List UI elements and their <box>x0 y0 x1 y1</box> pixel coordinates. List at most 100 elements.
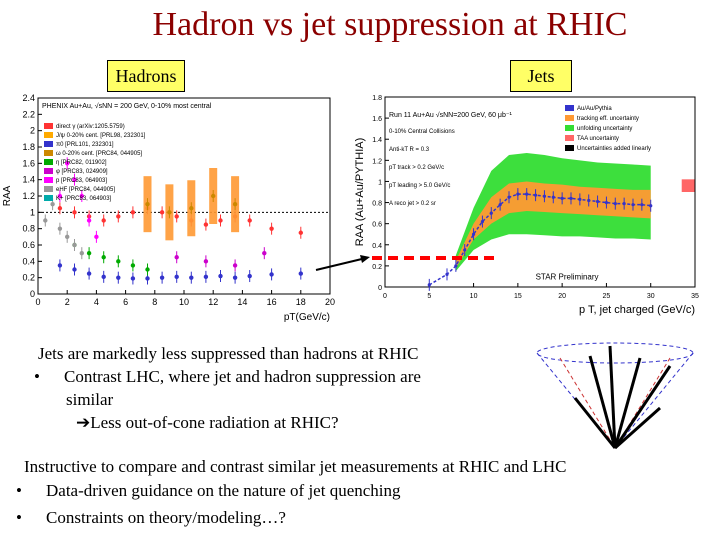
legend-label: ω 0-20% cent. [PRC84, 044905] <box>56 151 142 157</box>
data-point <box>145 201 150 207</box>
plot-frame <box>384 96 696 288</box>
data-point <box>145 267 150 272</box>
y-tick-label: 1.4 <box>22 175 35 185</box>
legend-swatch <box>44 123 53 129</box>
y-axis-label: RAA <box>2 185 13 206</box>
y-tick-label: 2.4 <box>22 93 35 103</box>
data-point <box>130 276 136 281</box>
data-point <box>43 218 48 223</box>
bullet-line-6: • Data-driven guidance on the nature of j… <box>16 480 401 502</box>
annotation: pT leading > 5.0 GeV/c <box>389 183 450 189</box>
data-point <box>189 206 194 211</box>
bullet-dot: • <box>16 508 22 527</box>
data-point <box>569 196 573 200</box>
data-point <box>65 234 70 240</box>
data-point <box>640 203 644 207</box>
data-point <box>551 195 555 199</box>
y-tick-label: 1.2 <box>372 158 382 165</box>
annotation-star-preliminary: STAR Preliminary <box>536 273 599 282</box>
data-point <box>578 197 582 201</box>
data-point <box>560 196 564 200</box>
y-tick-label: 2.2 <box>22 109 35 119</box>
data-point <box>79 193 85 199</box>
bullet-line-4: ➔Less out-of-cone radiation at RHIC? <box>76 412 339 434</box>
bullet-line-2-text: Contrast LHC, where jet and hadron suppr… <box>64 367 421 386</box>
data-point <box>211 193 216 199</box>
data-point <box>232 275 238 280</box>
data-point <box>298 230 303 235</box>
jets-tag: Jets <box>510 60 572 92</box>
bullet-line-4-text: Less out-of-cone radiation at RHIC? <box>90 413 339 432</box>
y-tick-label: 1.6 <box>22 158 35 168</box>
legend-label: tracking eff. uncertainty <box>577 116 639 122</box>
legend-swatch <box>44 141 53 147</box>
legend-swatch <box>565 145 574 151</box>
annotation: A reco jet > 0.2 sr <box>389 201 436 207</box>
data-point <box>130 263 136 268</box>
slide-title: Hadron vs jet suppression at RHIC <box>152 6 628 43</box>
annotation: 0-10% Central Collisions <box>389 129 455 135</box>
data-point <box>72 242 77 248</box>
legend-label: Au/Au/Pythia <box>577 106 612 112</box>
data-point <box>167 210 172 215</box>
data-point <box>218 218 223 223</box>
chart-header: PHENIX Au+Au, √sNN = 200 GeV, 0-10% most… <box>42 102 212 110</box>
legend-swatch <box>44 186 53 192</box>
series-5 <box>57 157 99 243</box>
series-0 <box>57 259 303 285</box>
y-tick-label: 0 <box>378 285 382 292</box>
data-point <box>507 195 511 199</box>
y-tick-label: 1 <box>378 179 382 186</box>
legend-label: Uncertainties added linearly <box>577 146 651 152</box>
y-axis-label: RAA (Au+Au/PYTHIA) <box>354 138 366 247</box>
x-tick-label: 16 <box>267 297 277 307</box>
data-point <box>79 250 85 256</box>
series-4 <box>43 198 85 260</box>
legend-swatch <box>44 177 53 183</box>
bullet-line-1: Jets are markedly less suppressed than h… <box>38 344 419 363</box>
series-2 <box>143 168 240 241</box>
y-tick-label: 0.2 <box>372 264 382 271</box>
hadrons-tag: Hadrons <box>107 60 185 92</box>
arrow-icon: ➔ <box>76 413 91 432</box>
data-point <box>130 210 136 215</box>
data-point <box>159 275 165 280</box>
data-point <box>622 202 626 206</box>
x-tick-label: 0 <box>35 297 40 307</box>
data-point <box>65 161 70 166</box>
chart-title: Run 11 Au+Au √sNN=200 GeV, 60 μb⁻¹ <box>389 111 513 119</box>
y-tick-label: 0.6 <box>372 222 382 229</box>
bullet-line-5: Instructive to compare and contrast simi… <box>24 457 567 476</box>
cone-ellipse <box>536 342 694 364</box>
data-point <box>463 248 467 252</box>
bullet-line-6-text: Data-driven guidance on the nature of je… <box>46 481 401 500</box>
data-point <box>604 200 609 205</box>
legend-swatch <box>44 168 53 174</box>
data-point <box>57 193 63 199</box>
y-tick-label: 0.4 <box>372 243 382 250</box>
data-point <box>525 192 529 196</box>
x-tick-label: 4 <box>94 297 99 307</box>
annotation: Anti-kT R = 0.3 <box>389 147 430 153</box>
data-point <box>57 226 63 231</box>
data-point <box>516 192 520 196</box>
legend-swatch <box>44 150 53 156</box>
data-point <box>203 259 209 264</box>
data-point <box>159 210 165 215</box>
x-axis-label: pT(GeV/c) <box>284 312 330 323</box>
y-tick-label: 0.8 <box>22 224 35 234</box>
legend-swatch <box>565 115 574 121</box>
data-point <box>116 214 121 219</box>
data-point <box>649 204 653 208</box>
data-point <box>101 218 106 223</box>
data-point <box>101 274 106 280</box>
data-point <box>116 259 121 264</box>
data-point <box>72 267 77 272</box>
x-tick-label: 18 <box>296 297 306 307</box>
cone-edge-left2 <box>559 357 616 449</box>
data-point <box>542 194 547 198</box>
y-tick-label: 1.2 <box>22 191 35 201</box>
legend-label: φ [PRC83, 024909] <box>56 169 108 175</box>
y-tick-label: 0.2 <box>22 273 35 283</box>
data-point <box>50 201 55 207</box>
